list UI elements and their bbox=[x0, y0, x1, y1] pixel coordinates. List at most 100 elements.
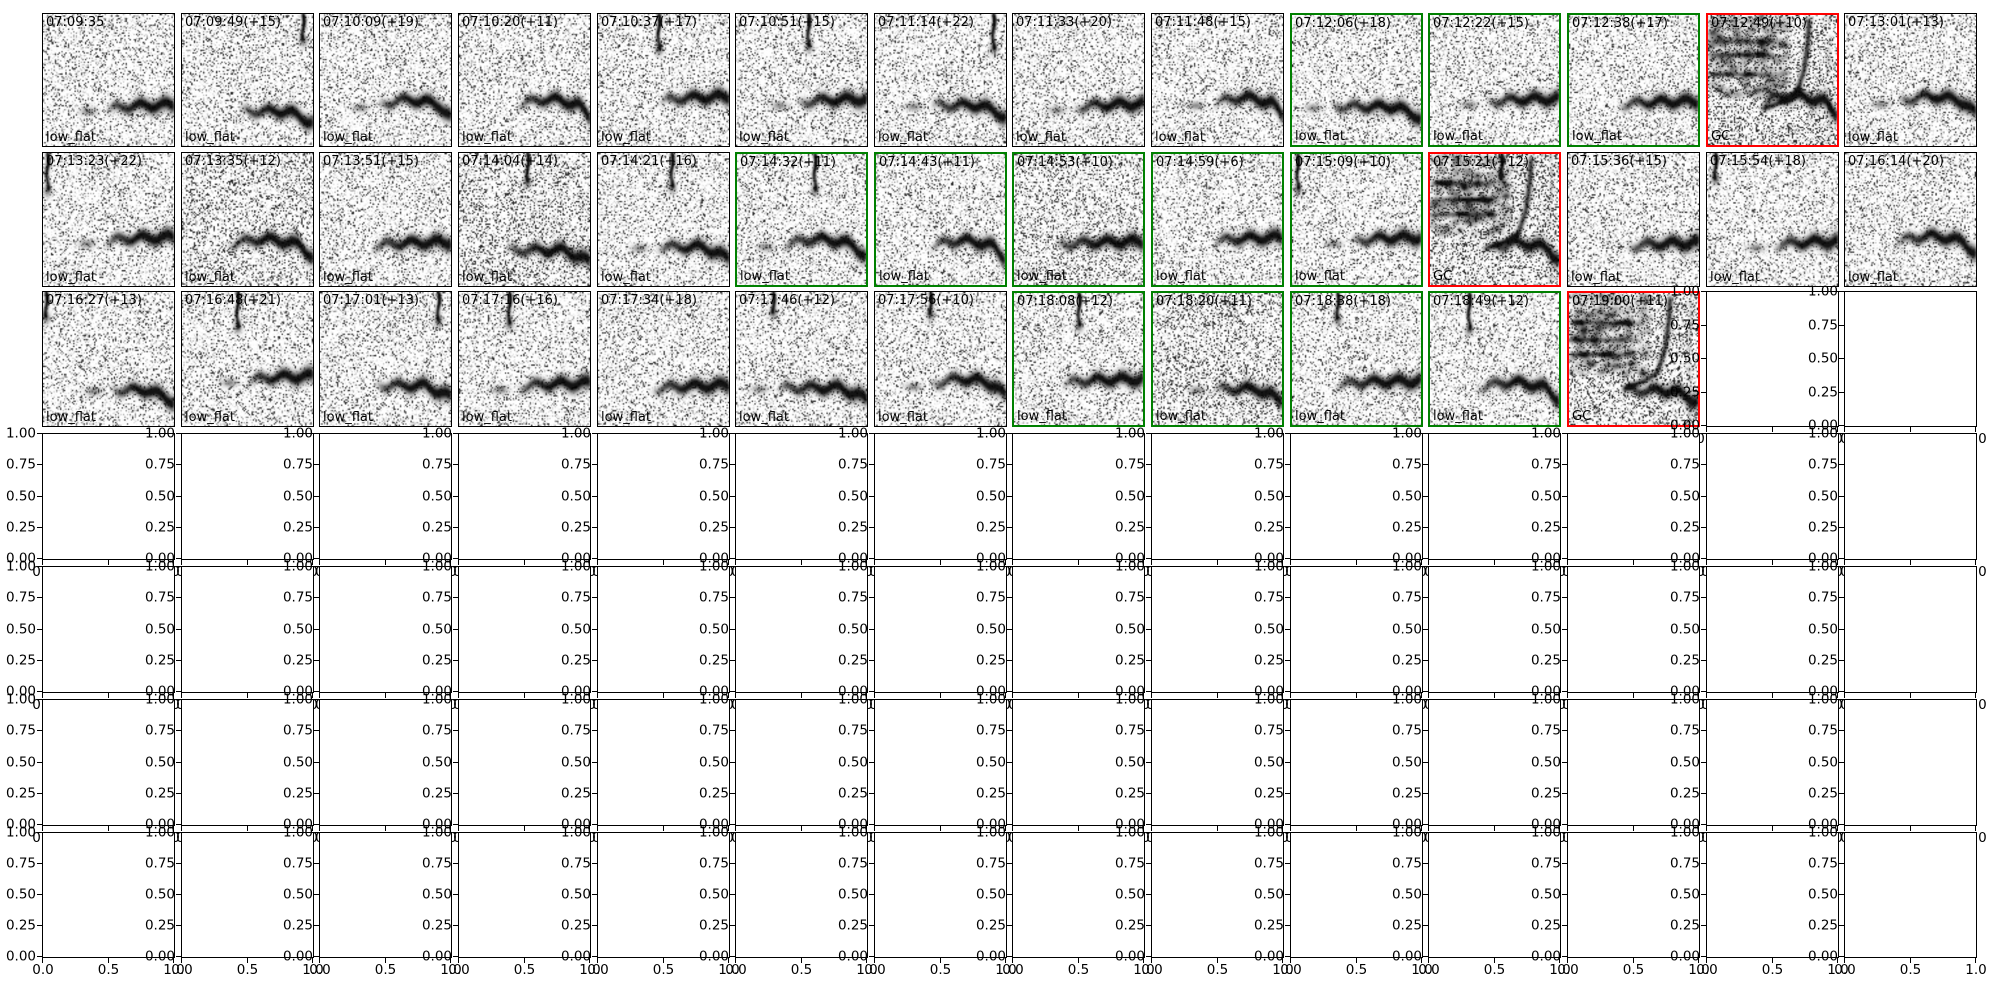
x-tick bbox=[42, 958, 44, 963]
x-tick bbox=[1567, 958, 1569, 963]
spectrogram-panel: 07:13:23(+22) low_flat bbox=[42, 152, 175, 287]
y-tick-label: 1.00 bbox=[1253, 824, 1284, 841]
y-tick bbox=[1562, 824, 1567, 826]
empty-subplot: 1.000.750.500.250.000.00.51.0 bbox=[1531, 692, 1710, 845]
y-tick bbox=[592, 558, 597, 560]
spectrogram-image bbox=[1707, 153, 1838, 286]
y-tick-label: 0.75 bbox=[837, 855, 868, 872]
spectrogram-panel: 07:15:54(+18) low_flat bbox=[1706, 152, 1839, 287]
y-tick-label: 1.00 bbox=[975, 425, 1006, 442]
x-tick bbox=[939, 693, 941, 698]
x-tick-label: 0.5 bbox=[790, 962, 813, 978]
y-tick-label: 0.50 bbox=[1253, 754, 1284, 771]
y-tick-label: 0.75 bbox=[282, 456, 313, 473]
x-tick bbox=[42, 826, 44, 831]
y-tick bbox=[453, 832, 458, 834]
panel-class-label: low_flat bbox=[1017, 409, 1067, 424]
x-tick-label: 0.5 bbox=[652, 962, 675, 978]
y-tick-label: 0.25 bbox=[282, 652, 313, 669]
y-tick-label: 0.00 bbox=[421, 948, 452, 965]
y-tick-label: 1.00 bbox=[1807, 691, 1838, 708]
y-tick bbox=[1701, 956, 1706, 958]
y-tick-label: 0.00 bbox=[1530, 816, 1561, 833]
y-tick-label: 0.75 bbox=[1253, 855, 1284, 872]
y-tick bbox=[730, 464, 735, 466]
panel-timestamp: 07:10:51(+15) bbox=[739, 15, 835, 30]
empty-subplot: 1.000.750.500.250.000.00.51.0 bbox=[976, 559, 1155, 712]
x-tick bbox=[597, 693, 599, 698]
y-tick bbox=[1423, 956, 1428, 958]
x-tick bbox=[173, 958, 175, 963]
x-tick bbox=[1151, 560, 1153, 565]
x-tick bbox=[1559, 958, 1561, 963]
y-tick bbox=[176, 824, 181, 826]
x-tick bbox=[1844, 427, 1846, 432]
y-tick-label: 0.25 bbox=[282, 519, 313, 536]
y-tick-label: 0.75 bbox=[1807, 855, 1838, 872]
y-tick-label: 0.75 bbox=[975, 722, 1006, 739]
empty-subplot: 1.000.750.500.250.000.00.51.0 bbox=[1670, 426, 1849, 579]
y-tick bbox=[37, 566, 42, 568]
y-tick-label: 0.00 bbox=[144, 550, 175, 567]
y-tick-label: 0.00 bbox=[282, 948, 313, 965]
x-tick bbox=[523, 826, 525, 831]
y-tick-label: 0.75 bbox=[975, 456, 1006, 473]
y-tick-label: 0.75 bbox=[282, 589, 313, 606]
y-tick-label: 0.25 bbox=[1114, 917, 1145, 934]
y-tick-label: 0.00 bbox=[1530, 550, 1561, 567]
y-tick bbox=[1007, 699, 1012, 701]
y-tick-label: 1.00 bbox=[1807, 425, 1838, 442]
x-tick bbox=[1282, 560, 1284, 565]
spectrogram-panel: 07:18:38(+18) low_flat bbox=[1290, 291, 1423, 427]
x-tick bbox=[589, 693, 591, 698]
y-tick bbox=[592, 691, 597, 693]
x-tick bbox=[246, 693, 248, 698]
y-tick-label: 0.00 bbox=[1391, 683, 1422, 700]
y-tick bbox=[730, 628, 735, 630]
panel-class-label: low_flat bbox=[878, 130, 928, 145]
x-tick bbox=[939, 958, 941, 963]
x-tick-label: 0.5 bbox=[1899, 962, 1922, 978]
y-tick-label: 0.25 bbox=[421, 917, 452, 934]
y-tick bbox=[1562, 792, 1567, 794]
y-tick-label: 0.75 bbox=[1807, 722, 1838, 739]
y-tick-label: 0.25 bbox=[1391, 519, 1422, 536]
y-tick-label: 0.25 bbox=[1669, 384, 1700, 401]
y-tick-label: 0.25 bbox=[5, 785, 36, 802]
spectrogram-image bbox=[1292, 15, 1421, 145]
x-tick bbox=[458, 826, 460, 831]
y-tick bbox=[1839, 597, 1844, 599]
y-tick bbox=[314, 832, 319, 834]
y-tick bbox=[730, 824, 735, 826]
y-tick bbox=[1146, 832, 1151, 834]
y-tick-label: 1.00 bbox=[1669, 691, 1700, 708]
x-tick bbox=[1216, 693, 1218, 698]
x-tick bbox=[450, 560, 452, 565]
y-tick bbox=[869, 495, 874, 497]
x-tick bbox=[1151, 958, 1153, 963]
y-tick bbox=[314, 628, 319, 630]
y-tick-label: 1.00 bbox=[144, 824, 175, 841]
y-tick bbox=[1701, 597, 1706, 599]
panel-timestamp: 07:11:14(+22) bbox=[878, 15, 974, 30]
x-tick bbox=[1698, 826, 1700, 831]
x-tick-label: 0.0 bbox=[1002, 962, 1024, 978]
y-tick bbox=[1146, 526, 1151, 528]
y-tick-label: 1.00 bbox=[698, 425, 729, 442]
x-tick bbox=[450, 693, 452, 698]
y-tick bbox=[1701, 730, 1706, 732]
x-tick bbox=[1632, 693, 1634, 698]
x-tick bbox=[1282, 958, 1284, 963]
y-tick bbox=[1562, 464, 1567, 466]
y-tick-label: 0.50 bbox=[282, 488, 313, 505]
y-tick bbox=[1701, 464, 1706, 466]
y-tick-label: 0.00 bbox=[1669, 816, 1700, 833]
y-tick bbox=[1701, 358, 1706, 360]
empty-subplot: 1.000.750.500.250.000.00.51.0 bbox=[1670, 284, 1849, 446]
y-tick-label: 0.25 bbox=[975, 652, 1006, 669]
spectrogram-image bbox=[598, 292, 729, 426]
y-tick bbox=[869, 628, 874, 630]
x-tick bbox=[1143, 560, 1145, 565]
y-tick-label: 0.25 bbox=[1807, 652, 1838, 669]
panel-class-label: low_flat bbox=[462, 270, 512, 285]
